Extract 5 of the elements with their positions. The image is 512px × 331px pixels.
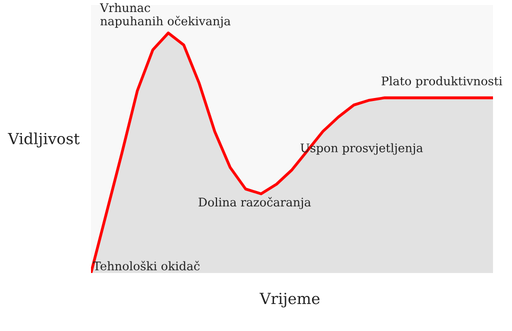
text: Vrhunac napuhanih očekivanja [100,3,230,28]
annotation: Dolina razočaranja [198,196,311,210]
annotation: Plato produktivnosti [382,76,502,88]
x-axis-title: Vrijeme [260,292,320,308]
y-axis-title: Vidljivost [8,132,80,148]
